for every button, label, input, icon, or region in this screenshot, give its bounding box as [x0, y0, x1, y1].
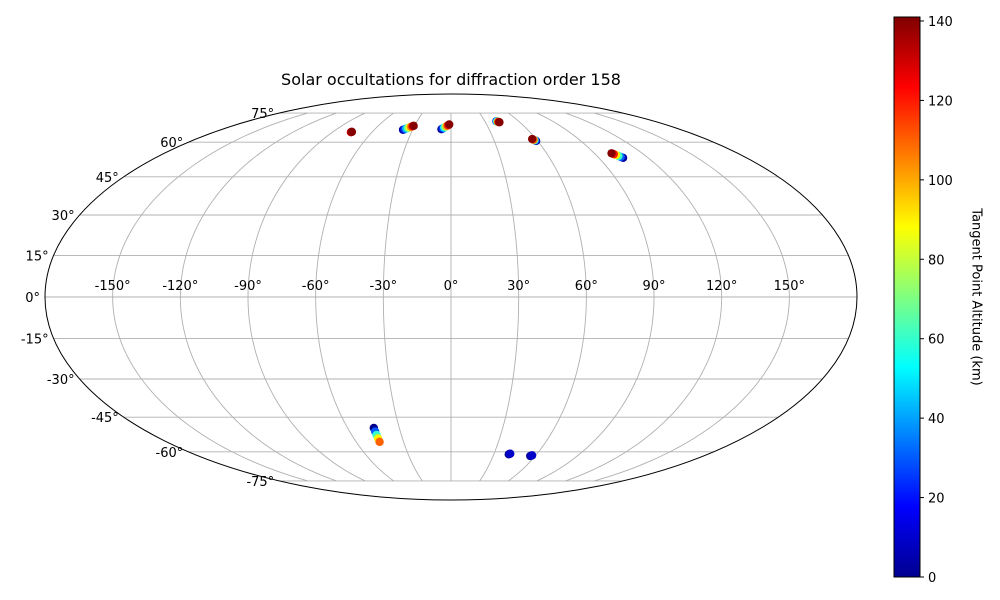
colorbar: 0 20 40 60 80 100 120 140 Tangent Point Altitud…: [893, 15, 984, 586]
lat-tick-label: -75°: [246, 475, 274, 490]
data-point: [506, 449, 515, 458]
lat-tick-label: -30°: [47, 373, 75, 388]
data-point: [527, 134, 537, 144]
data-point: [607, 149, 616, 158]
lon-tick-label: 0°: [444, 279, 459, 294]
colorbar-tick-label: 20: [928, 492, 945, 507]
chart-title: Solar occultations for diffraction order…: [281, 70, 621, 89]
colorbar-label: Tangent Point Altitude (km): [969, 207, 984, 385]
colorbar-tick-label: 40: [928, 412, 945, 427]
scatter-points: [346, 117, 628, 461]
colorbar-gradient: [893, 16, 921, 578]
lon-tick-label: 150°: [774, 279, 805, 294]
lon-tick-label: -120°: [162, 279, 198, 294]
graticule: [45, 112, 857, 482]
data-point: [409, 121, 418, 131]
tick-labels: -150° -120° -90° -60° -30° 0° 30° 60° 90° 120° 150…: [21, 107, 805, 490]
lat-tick-label: 15°: [26, 249, 49, 264]
lat-tick-label: 45°: [96, 171, 119, 186]
lat-tick-label: -45°: [91, 411, 119, 426]
lat-tick-label: 75°: [251, 107, 274, 122]
colorbar-ticks: 0 20 40 60 80 100 120 140: [920, 15, 953, 586]
lon-tick-label: 90°: [642, 279, 665, 294]
colorbar-tick-label: 120: [928, 94, 953, 109]
data-point: [375, 437, 384, 447]
lat-tick-label: 60°: [160, 136, 183, 151]
colorbar-tick-label: 80: [928, 253, 945, 268]
lon-tick-label: 30°: [507, 279, 530, 294]
lat-tick-label: -15°: [21, 333, 49, 348]
map-boundary: [44, 93, 858, 501]
lon-tick-label: -30°: [369, 279, 397, 294]
lon-tick-label: 120°: [706, 279, 737, 294]
data-point: [445, 120, 454, 129]
data-point: [527, 451, 537, 460]
lon-tick-label: -150°: [95, 279, 131, 294]
data-point: [347, 127, 357, 136]
colorbar-tick-label: 0: [928, 571, 936, 586]
colorbar-tick-label: 100: [928, 174, 953, 189]
data-point: [495, 118, 504, 127]
lat-tick-label: 30°: [52, 209, 75, 224]
colorbar-tick-label: 140: [928, 15, 953, 30]
lon-tick-label: -60°: [302, 279, 330, 294]
colorbar-tick-label: 60: [928, 333, 945, 348]
lon-tick-label: 60°: [575, 279, 598, 294]
lat-tick-label: -60°: [156, 446, 184, 461]
lat-tick-label: 0°: [25, 291, 40, 306]
lon-tick-label: -90°: [234, 279, 262, 294]
